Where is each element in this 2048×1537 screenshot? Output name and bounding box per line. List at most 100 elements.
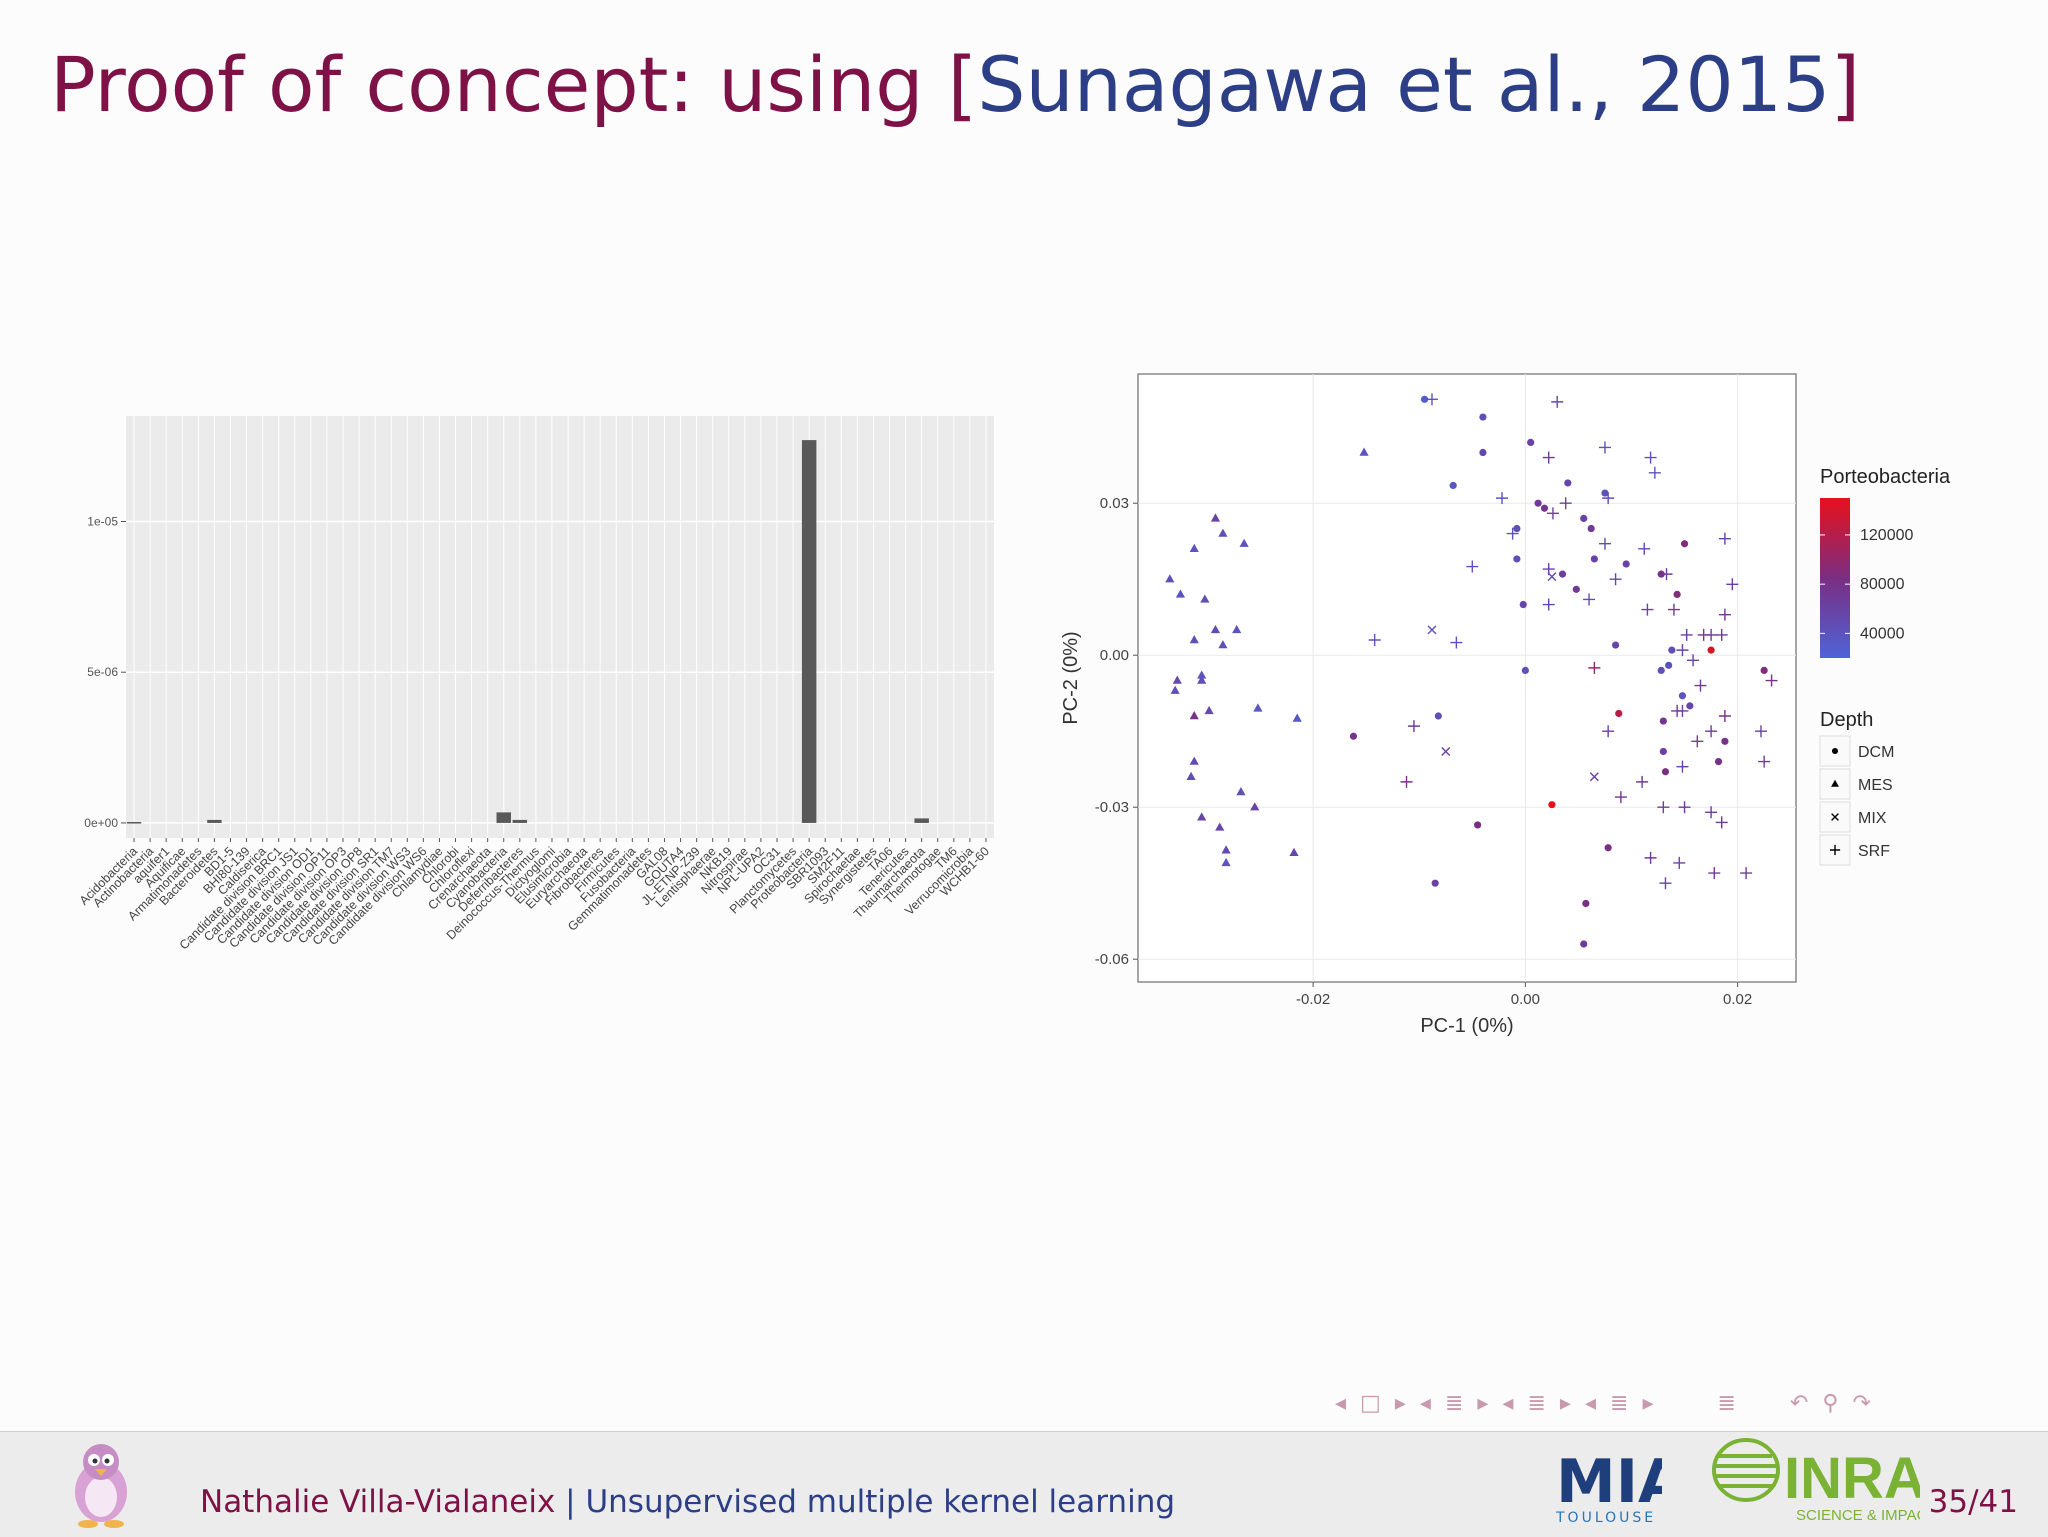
shape-legend-label: DCM <box>1858 744 1894 761</box>
nav-left-arrow-icon[interactable]: ◂ <box>1584 1390 1596 1416</box>
footer-separator: | <box>555 1484 586 1520</box>
slide-icon[interactable]: ≣ <box>1610 1390 1629 1416</box>
y-tick-label: 0.03 <box>1100 495 1129 512</box>
title-citation-link[interactable]: Sunagawa et al., 2015 <box>977 40 1831 129</box>
point-dcm <box>1604 844 1612 852</box>
plot-panel <box>1137 373 1797 983</box>
point-srf <box>1588 661 1601 674</box>
point-mes <box>1189 756 1199 765</box>
point-srf <box>1551 395 1564 408</box>
point-srf <box>1691 735 1704 748</box>
inra-logo-subtext: SCIENCE & IMPACT <box>1796 1507 1920 1524</box>
point-srf <box>1676 760 1689 773</box>
nav-right-arrow-icon[interactable]: ▸ <box>1477 1390 1489 1416</box>
point-srf <box>1546 507 1559 520</box>
x-axis-label: PC-1 (0%) <box>1420 1015 1513 1037</box>
point-mes <box>1831 779 1839 787</box>
point-mes <box>1189 711 1199 720</box>
point-dcm <box>1665 661 1673 669</box>
y-tick-label: 1e-05 <box>87 515 118 529</box>
mia-toulouse-logo: MIA TOULOUSE <box>1555 1447 1662 1524</box>
point-dcm <box>1721 737 1729 745</box>
inra-logo-text: INRA <box>1784 1446 1920 1511</box>
point-mes <box>1218 528 1228 537</box>
point-dcm <box>1661 768 1670 776</box>
point-srf <box>1667 603 1680 616</box>
nav-left-arrow-icon[interactable]: ◂ <box>1335 1390 1347 1416</box>
point-srf <box>1680 628 1693 641</box>
undo-icon[interactable]: ↶ <box>1789 1390 1809 1416</box>
point-dcm <box>1564 479 1572 487</box>
point-dcm <box>1582 899 1590 908</box>
point-dcm <box>1611 641 1620 649</box>
point-mes <box>1170 685 1180 694</box>
point-dcm <box>1657 666 1665 674</box>
color-legend-label: 80000 <box>1860 576 1905 593</box>
point-srf <box>1496 492 1509 505</box>
redo-icon[interactable]: ↷ <box>1852 1390 1871 1416</box>
nav-left-arrow-icon[interactable]: ◂ <box>1502 1390 1514 1416</box>
bar <box>914 818 929 823</box>
frame-icon[interactable]: □ <box>1360 1390 1381 1416</box>
point-mes <box>1210 513 1221 522</box>
point-dcm <box>1659 717 1667 725</box>
slide-title: Proof of concept: using [Sunagawa et al.… <box>50 40 1860 129</box>
x-tick-label: -0.02 <box>1296 991 1330 1008</box>
point-mes <box>1359 447 1369 456</box>
point-mix <box>1427 625 1437 635</box>
point-mes <box>1186 771 1196 780</box>
shape-legend-label: SRF <box>1858 843 1890 860</box>
point-dcm <box>1673 590 1681 598</box>
point-srf <box>1676 644 1689 657</box>
point-mes <box>1197 675 1207 684</box>
point-mes <box>1210 624 1221 634</box>
x-tick-label: 0.00 <box>1511 991 1540 1008</box>
point-dcm <box>1420 395 1429 403</box>
point-mes <box>1221 857 1231 867</box>
point-srf <box>1673 856 1686 869</box>
title-close: ] <box>1830 40 1861 129</box>
point-mes <box>1204 705 1214 715</box>
point-srf <box>1542 598 1555 611</box>
point-srf <box>1407 720 1420 733</box>
point-dcm <box>1434 712 1442 720</box>
point-mes <box>1232 624 1242 634</box>
point-srf <box>1708 867 1721 880</box>
point-srf <box>1400 775 1413 788</box>
section-icon[interactable]: ≣ <box>1527 1390 1546 1416</box>
inra-logo: INRA SCIENCE & IMPACT <box>1712 1438 1920 1524</box>
point-dcm <box>1527 438 1535 446</box>
point-srf <box>1754 725 1767 738</box>
point-srf <box>1718 532 1731 545</box>
point-mes <box>1292 713 1302 722</box>
title-main: Proof of concept: using [ <box>50 40 978 129</box>
point-dcm <box>1587 524 1595 533</box>
nav-right-arrow-icon[interactable]: ▸ <box>1559 1390 1571 1416</box>
bar <box>207 819 222 823</box>
point-dcm <box>1659 747 1667 756</box>
subsection-icon[interactable]: ≣ <box>1444 1390 1464 1416</box>
nav-left-arrow-icon[interactable]: ◂ <box>1419 1390 1431 1416</box>
menu-icon[interactable]: ≣ <box>1717 1390 1736 1416</box>
point-srf <box>1659 877 1672 890</box>
nav-right-arrow-icon[interactable]: ▸ <box>1642 1390 1654 1416</box>
point-srf <box>1758 755 1771 768</box>
point-mes <box>1175 589 1186 598</box>
point-srf <box>1466 560 1479 573</box>
point-srf <box>1368 634 1381 646</box>
point-srf <box>1644 451 1657 464</box>
y-tick-label: 0.00 <box>1100 647 1129 664</box>
y-axis-label: PC-2 (0%) <box>1060 631 1082 724</box>
point-mes <box>1250 802 1260 811</box>
bar <box>801 440 817 823</box>
point-mes <box>1221 845 1231 854</box>
point-dcm <box>1534 499 1542 507</box>
point-dcm <box>1558 570 1567 578</box>
nav-right-arrow-icon[interactable]: ▸ <box>1394 1390 1406 1416</box>
x-tick-label: 0.02 <box>1723 991 1752 1008</box>
point-dcm <box>1668 646 1676 654</box>
search-icon[interactable]: ⚲ <box>1822 1390 1839 1416</box>
bar <box>496 812 511 823</box>
point-dcm <box>1521 666 1529 674</box>
point-dcm <box>1513 555 1521 563</box>
